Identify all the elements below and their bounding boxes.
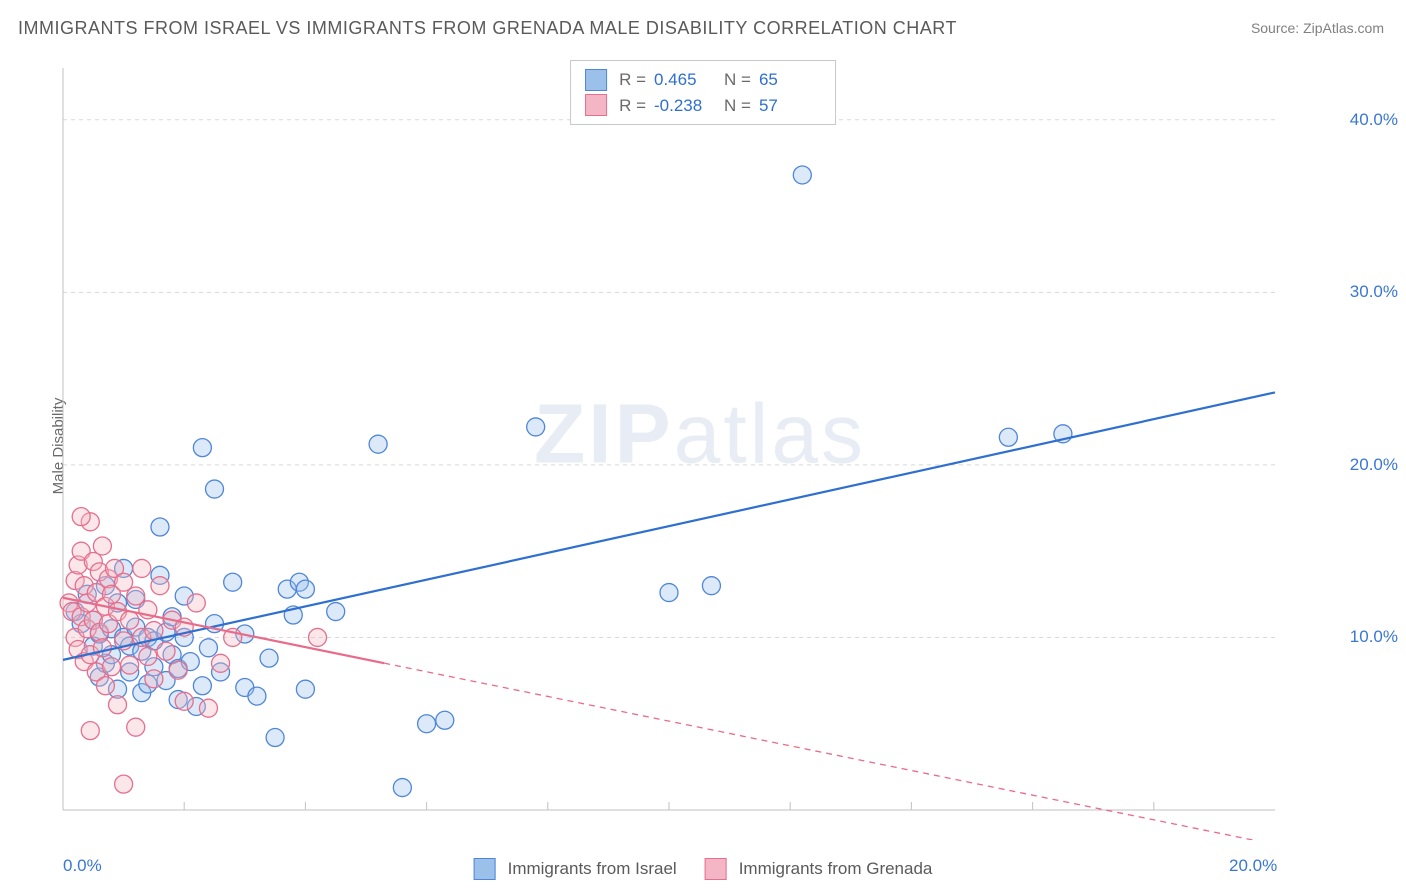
x-tick-label: 0.0% xyxy=(63,856,102,876)
r-label: R = xyxy=(619,67,646,93)
swatch-grenada xyxy=(705,858,727,880)
source-attribution: Source: ZipAtlas.com xyxy=(1251,20,1384,36)
chart-canvas xyxy=(55,60,1345,840)
legend-item-israel: Immigrants from Israel xyxy=(474,858,677,880)
r-value-grenada: -0.238 xyxy=(654,93,716,119)
swatch-grenada xyxy=(585,94,607,116)
legend-label: Immigrants from Israel xyxy=(508,859,677,879)
r-value-israel: 0.465 xyxy=(654,67,716,93)
n-value-grenada: 57 xyxy=(759,93,821,119)
legend-label: Immigrants from Grenada xyxy=(739,859,933,879)
y-tick-label: 20.0% xyxy=(1350,455,1398,475)
x-tick-label: 20.0% xyxy=(1229,856,1277,876)
legend-item-grenada: Immigrants from Grenada xyxy=(705,858,933,880)
swatch-israel xyxy=(474,858,496,880)
n-value-israel: 65 xyxy=(759,67,821,93)
n-label: N = xyxy=(724,93,751,119)
legend: Immigrants from Israel Immigrants from G… xyxy=(474,858,933,880)
scatter-chart: ZIPatlas xyxy=(55,60,1345,840)
y-tick-label: 40.0% xyxy=(1350,110,1398,130)
swatch-israel xyxy=(585,69,607,91)
stats-row-grenada: R = -0.238 N = 57 xyxy=(585,93,821,119)
n-label: N = xyxy=(724,67,751,93)
r-label: R = xyxy=(619,93,646,119)
y-tick-label: 30.0% xyxy=(1350,282,1398,302)
correlation-stats-box: R = 0.465 N = 65 R = -0.238 N = 57 xyxy=(570,60,836,125)
chart-title: IMMIGRANTS FROM ISRAEL VS IMMIGRANTS FRO… xyxy=(18,18,957,39)
y-tick-label: 10.0% xyxy=(1350,627,1398,647)
stats-row-israel: R = 0.465 N = 65 xyxy=(585,67,821,93)
